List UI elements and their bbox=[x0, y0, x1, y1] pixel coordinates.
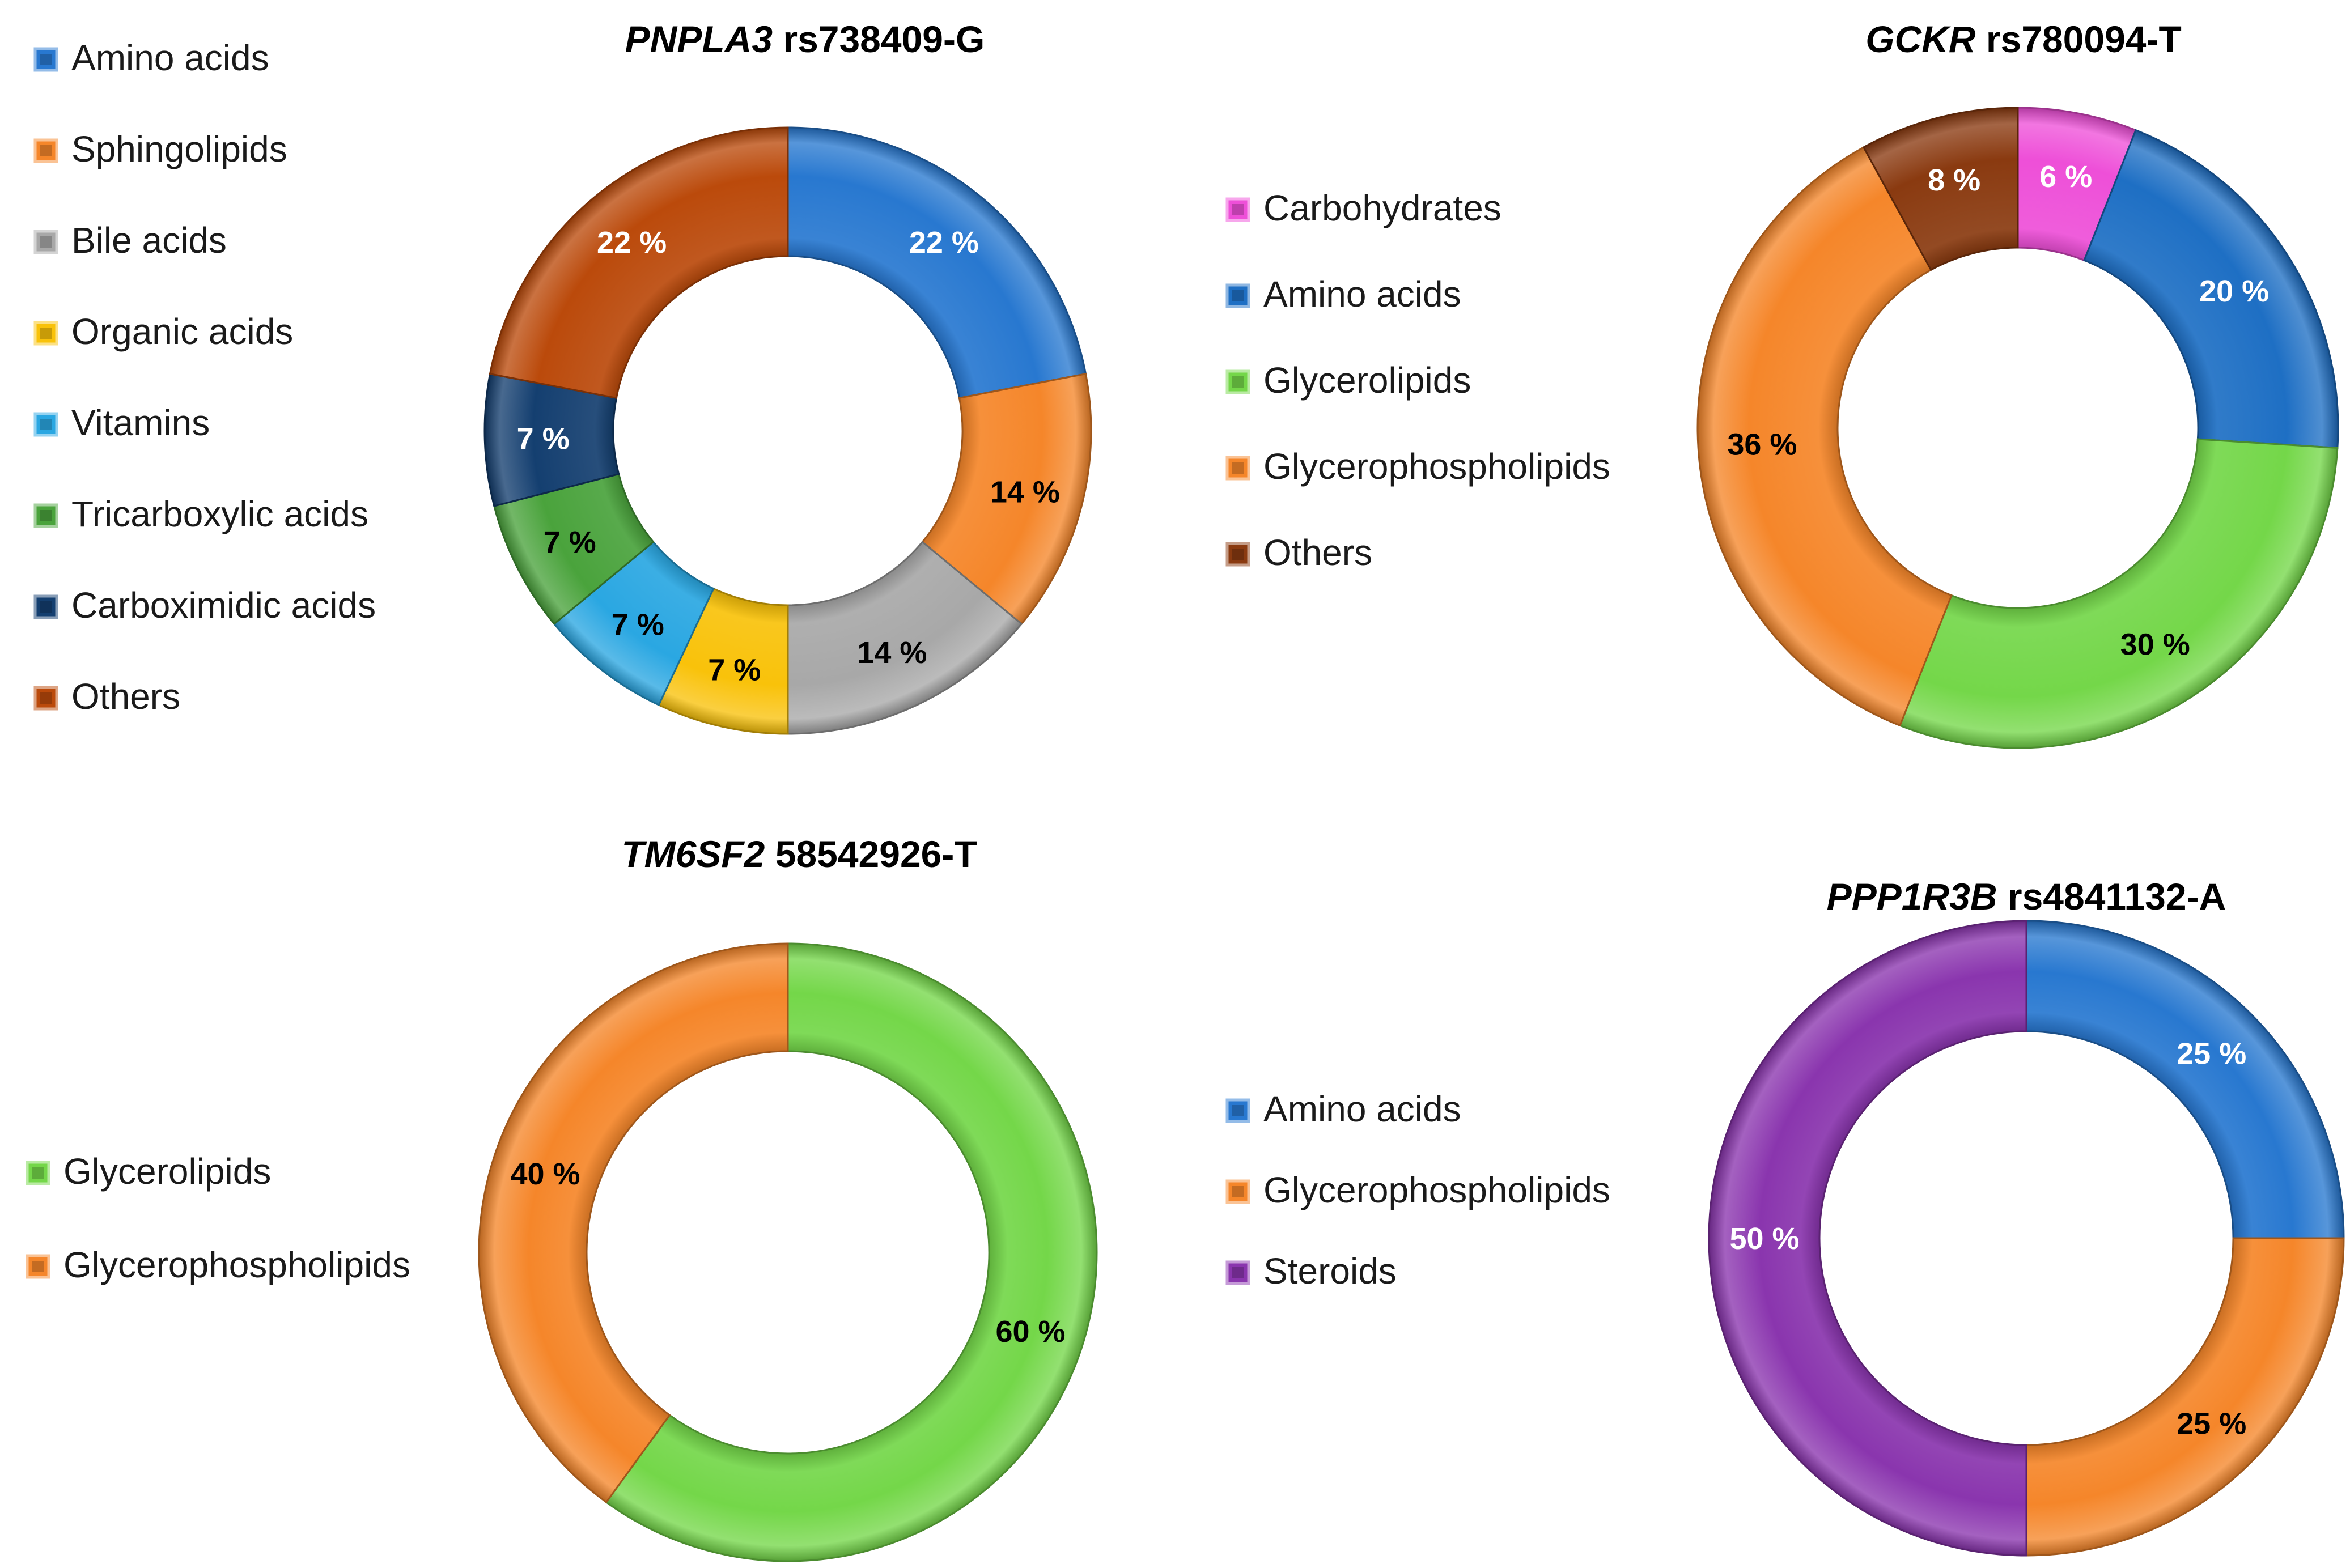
chart-title-gene: GCKR bbox=[1865, 18, 1976, 60]
slice-glycerophospholipids bbox=[478, 942, 789, 1504]
slice-others bbox=[489, 126, 789, 400]
slice-glycerolipids bbox=[605, 942, 1098, 1562]
legend-label-others: Others bbox=[71, 676, 180, 717]
data-label-glycerophospholipids: 40 % bbox=[510, 1157, 580, 1191]
legend-swatch-inner-glycerolipids bbox=[32, 1167, 44, 1179]
chart-title-gene: TM6SF2 bbox=[621, 833, 765, 875]
data-label-organic-acids: 7 % bbox=[708, 653, 761, 687]
data-label-others: 8 % bbox=[1928, 163, 1980, 197]
chart-pnpla3: PNPLA3 rs738409-G 22 % 14 % 14 % 7 % 7 % 7 % 7 … bbox=[33, 18, 1092, 735]
legend-swatch-inner-sphingolipids bbox=[40, 145, 52, 156]
chart-title: PNPLA3 rs738409-G bbox=[625, 18, 985, 60]
chart-title: TM6SF2 58542926-T bbox=[621, 833, 977, 875]
legend-swatch-carboximidic-acids bbox=[33, 594, 58, 619]
legend-label-others: Others bbox=[1263, 532, 1372, 573]
legend-label-vitamins: Vitamins bbox=[71, 402, 210, 443]
slice-others bbox=[1862, 107, 2019, 271]
chart-title-gene: PNPLA3 bbox=[625, 18, 773, 60]
data-label-vitamins: 7 % bbox=[612, 607, 664, 641]
legend-swatch-inner-tricarboxylic-acids bbox=[40, 510, 52, 521]
legend-label-steroids: Steroids bbox=[1263, 1251, 1397, 1291]
legend-swatch-inner-bile-acids bbox=[40, 236, 52, 248]
data-label-amino-acids: 25 % bbox=[2177, 1036, 2246, 1070]
data-label-glycerolipids: 60 % bbox=[995, 1315, 1065, 1349]
chart-title-variant: rs780094-T bbox=[1976, 18, 2182, 60]
legend-label-bile-acids: Bile acids bbox=[71, 220, 227, 261]
legend-swatch-inner-amino-acids bbox=[40, 54, 52, 65]
legend-swatch-steroids bbox=[1225, 1260, 1250, 1285]
data-label-glycerolipids: 30 % bbox=[2120, 628, 2190, 662]
legend-label-carbohydrates: Carbohydrates bbox=[1263, 188, 1501, 228]
slice-glycerolipids bbox=[1899, 438, 2339, 749]
data-label-carbohydrates: 6 % bbox=[2039, 160, 2092, 194]
chart-gckr: GCKR rs780094-T 6 % 20 % 30 % 36 % 8 % Carbohy… bbox=[1225, 18, 2339, 749]
legend-label-organic-acids: Organic acids bbox=[71, 311, 293, 352]
chart-title-variant: 58542926-T bbox=[765, 833, 977, 875]
legend-swatch-inner-steroids bbox=[1232, 1267, 1244, 1278]
data-label-others: 22 % bbox=[597, 226, 667, 260]
legend-swatch-inner-others bbox=[1232, 549, 1244, 560]
legend-swatch-inner-glycerophospholipids bbox=[32, 1261, 44, 1272]
slice-amino-acids bbox=[787, 126, 1087, 400]
chart-tm6sf2: TM6SF2 58542926-T 60 % 40 % Glycerolipids Gl… bbox=[26, 833, 1098, 1562]
legend-label-amino-acids: Amino acids bbox=[71, 37, 269, 78]
legend-label-glycerophospholipids: Glycerophospholipids bbox=[63, 1244, 410, 1285]
legend-swatch-inner-carboximidic-acids bbox=[40, 601, 52, 613]
legend-label-amino-acids: Amino acids bbox=[1263, 1089, 1461, 1129]
data-label-sphingolipids: 14 % bbox=[990, 475, 1060, 509]
slice-amino-acids bbox=[2025, 920, 2345, 1239]
slice-bile-acids bbox=[787, 541, 1023, 735]
chart-title-variant: rs738409-G bbox=[773, 18, 985, 60]
legend-swatch-inner-carbohydrates bbox=[1232, 204, 1244, 215]
chart-title-variant: rs4841132-A bbox=[1997, 876, 2226, 917]
data-label-amino-acids: 20 % bbox=[2199, 274, 2269, 308]
legend-swatch-inner-amino-acids bbox=[1232, 1105, 1244, 1116]
legend-label-glycerophospholipids: Glycerophospholipids bbox=[1263, 1170, 1610, 1210]
legend-swatch-inner-glycerolipids bbox=[1232, 376, 1244, 388]
data-label-carboximidic-acids: 7 % bbox=[517, 422, 570, 456]
data-label-glycerophospholipids: 25 % bbox=[2177, 1407, 2246, 1441]
legend-label-glycerolipids: Glycerolipids bbox=[1263, 360, 1471, 401]
data-label-bile-acids: 14 % bbox=[857, 636, 927, 670]
legend-label-tricarboxylic-acids: Tricarboxylic acids bbox=[71, 494, 368, 534]
legend-swatch-inner-others bbox=[40, 692, 52, 704]
slice-glycerophospholipids bbox=[1696, 146, 1953, 727]
legend-label-amino-acids: Amino acids bbox=[1263, 274, 1461, 315]
data-label-steroids: 50 % bbox=[1729, 1222, 1799, 1256]
chart-title-gene: PPP1R3B bbox=[1827, 876, 1997, 917]
chart-ppp1r3b: PPP1R3B rs4841132-A 25 % 25 % 50 % Amino aci… bbox=[1225, 876, 2345, 1557]
legend-swatch-inner-glycerophospholipids bbox=[1232, 1186, 1244, 1197]
slice-sphingolipids bbox=[921, 372, 1092, 626]
data-label-tricarboxylic-acids: 7 % bbox=[544, 525, 596, 559]
slice-amino-acids bbox=[2083, 129, 2339, 449]
legend-label-carboximidic-acids: Carboximidic acids bbox=[71, 585, 376, 626]
legend-swatch-inner-vitamins bbox=[40, 419, 52, 430]
legend-label-sphingolipids: Sphingolipids bbox=[71, 129, 287, 169]
data-label-amino-acids: 22 % bbox=[909, 226, 979, 260]
slice-glycerophospholipids bbox=[2025, 1237, 2345, 1557]
legend-swatch-inner-organic-acids bbox=[40, 328, 52, 339]
data-label-glycerophospholipids: 36 % bbox=[1727, 427, 1797, 461]
slice-steroids bbox=[1708, 920, 2027, 1557]
legend-swatch-inner-glycerophospholipids bbox=[1232, 462, 1244, 474]
legend-swatch-inner-amino-acids bbox=[1232, 290, 1244, 301]
chart-title: PPP1R3B rs4841132-A bbox=[1827, 876, 2226, 917]
legend-label-glycerophospholipids: Glycerophospholipids bbox=[1263, 446, 1610, 487]
chart-title: GCKR rs780094-T bbox=[1865, 18, 2182, 60]
legend-label-glycerolipids: Glycerolipids bbox=[63, 1151, 271, 1192]
